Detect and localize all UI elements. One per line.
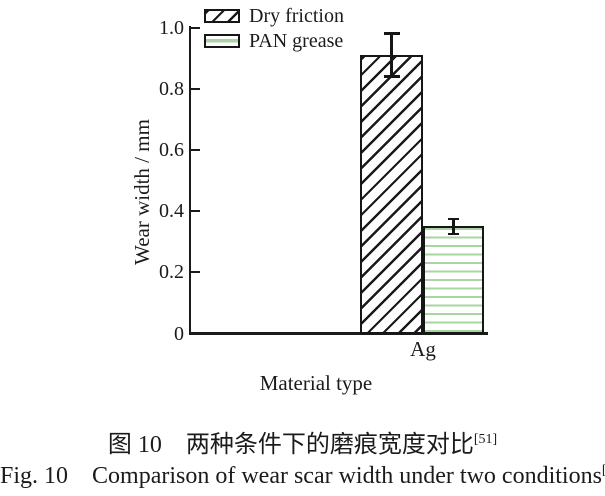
y-tick-0.8 xyxy=(191,87,200,90)
y-tick-0.4 xyxy=(191,210,200,213)
caption-chinese: 图 10 两种条件下的磨痕宽度对比[51] xyxy=(0,424,605,459)
y-tick-label-1.0: 1.0 xyxy=(159,16,184,39)
y-tick-0.6 xyxy=(191,148,200,151)
caption-en-number: Fig. 10 xyxy=(0,463,69,489)
error-bar-cap-top-pan-grease xyxy=(448,217,459,220)
pan-grease-swatch xyxy=(204,33,240,48)
error-bar-cap-bottom-pan-grease xyxy=(448,232,459,236)
y-tick-label-0: 0 xyxy=(174,322,184,345)
caption-english: Fig. 10 Comparison of wear scar width und… xyxy=(0,463,605,490)
error-bar-cap-top-dry-friction xyxy=(383,32,400,35)
y-tick-0.2 xyxy=(191,271,200,274)
caption-zh-number: 图 10 xyxy=(107,432,162,458)
caption-zh-reference: [51] xyxy=(473,432,498,447)
error-bar-pan-grease xyxy=(452,218,455,235)
dry-friction-hatch-swatch xyxy=(204,8,240,23)
x-axis-title: Material type xyxy=(259,371,373,395)
caption-zh-text: 两种条件下的磨痕宽度对比 xyxy=(185,432,474,458)
y-tick-label-0.4: 0.4 xyxy=(159,200,184,223)
bar-pan-grease xyxy=(423,226,484,335)
caption-en-text: Comparison of wear scar width under two … xyxy=(92,463,602,489)
y-axis-line xyxy=(189,26,192,334)
error-bar-dry-friction xyxy=(390,33,393,77)
legend-label-dry-friction: Dry friction xyxy=(249,4,344,27)
x-axis-line xyxy=(189,332,488,335)
y-tick-label-0.6: 0.6 xyxy=(159,138,184,161)
y-tick-label-0.8: 0.8 xyxy=(159,77,184,100)
legend-label-pan-grease: PAN grease xyxy=(249,29,344,52)
y-axis-title: Wear width / mm xyxy=(130,119,154,265)
error-bar-cap-bottom-dry-friction xyxy=(383,75,400,78)
legend-item-dry-friction: Dry friction xyxy=(204,3,344,28)
caption-en-reference: [51] xyxy=(602,463,605,478)
bar-dry-friction xyxy=(360,55,423,335)
x-category-label-ag: Ag xyxy=(410,337,436,361)
y-tick-label-0.2: 0.2 xyxy=(159,261,184,284)
legend-item-pan-grease: PAN grease xyxy=(204,28,344,53)
legend: Dry friction PAN grease xyxy=(204,3,344,53)
y-tick-1.0 xyxy=(191,26,200,29)
